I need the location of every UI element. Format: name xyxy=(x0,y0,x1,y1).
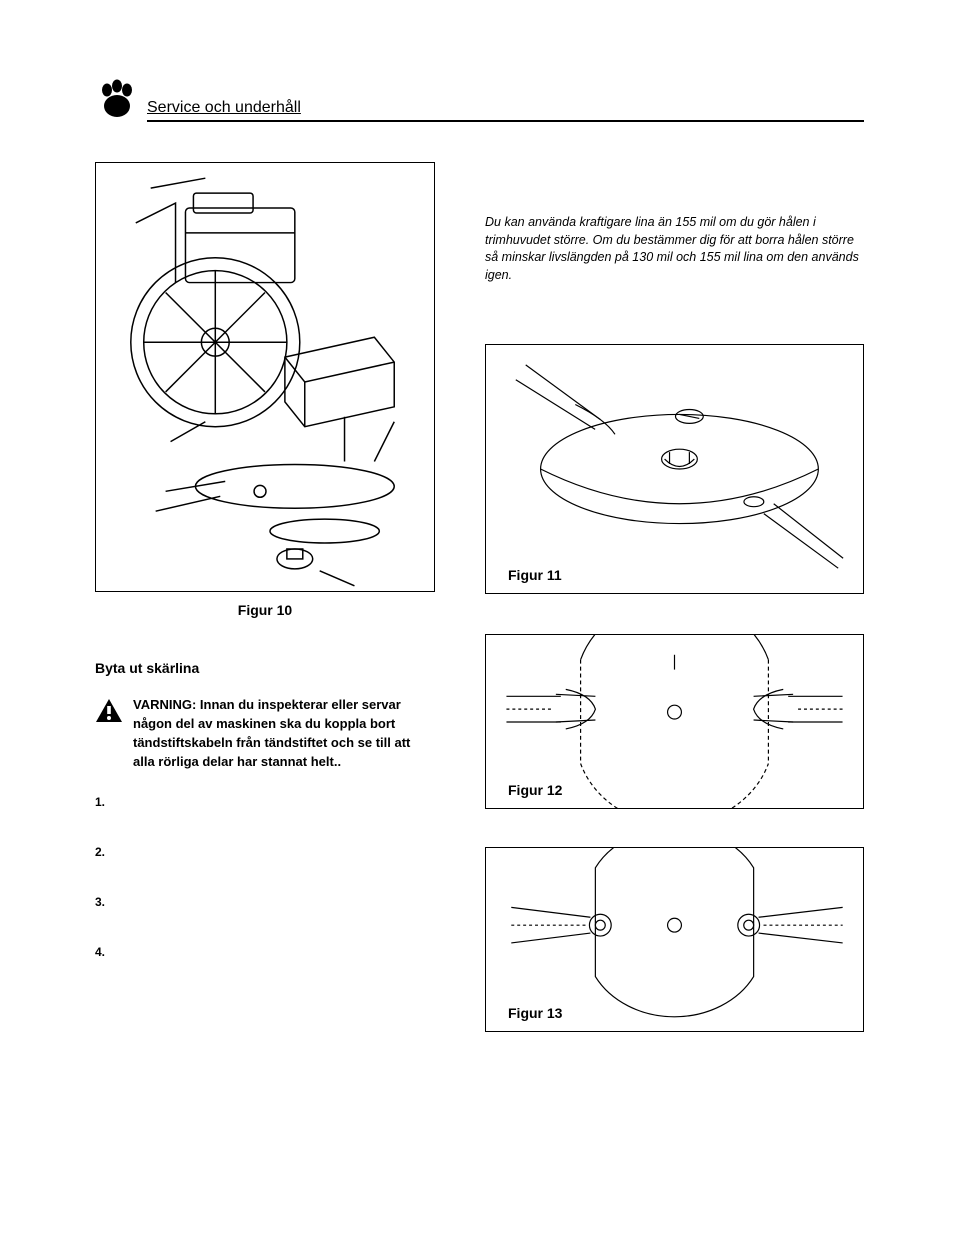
figure-10 xyxy=(95,162,435,592)
warning-block: VARNING: Innan du inspekterar eller serv… xyxy=(95,696,435,771)
page-root: Service och underhåll xyxy=(0,0,954,1235)
fig10-drawing xyxy=(96,163,434,591)
right-column: Du kan använda kraftigare lina än 155 mi… xyxy=(485,162,864,1032)
fig11-drawing xyxy=(486,345,863,593)
fig10-caption: Figur 10 xyxy=(95,602,435,618)
warning-text: VARNING: Innan du inspekterar eller serv… xyxy=(133,696,435,771)
fig13-caption: Figur 13 xyxy=(508,1005,562,1021)
section-title-wrap: Service och underhåll xyxy=(147,99,864,122)
list-item: 1. xyxy=(95,795,435,809)
figure-12: Figur 12 xyxy=(485,634,864,809)
fig12-caption: Figur 12 xyxy=(508,782,562,798)
section-title: Service och underhåll xyxy=(147,99,301,116)
figure-13: Figur 13 xyxy=(485,847,864,1032)
paw-icon xyxy=(95,78,139,122)
list-item: 4. xyxy=(95,945,435,959)
list-item: 2. xyxy=(95,845,435,859)
fig11-caption: Figur 11 xyxy=(508,567,562,583)
columns: Figur 10 Byta ut skärlina VARNING: Innan… xyxy=(95,162,864,1032)
figure-11: Figur 11 xyxy=(485,344,864,594)
italic-note: Du kan använda kraftigare lina än 155 mi… xyxy=(485,214,864,284)
warning-icon xyxy=(95,698,123,724)
fig13-drawing xyxy=(486,848,863,1031)
numbered-list: 1. 2. 3. 4. xyxy=(95,795,435,959)
header: Service och underhåll xyxy=(95,78,864,122)
left-column: Figur 10 Byta ut skärlina VARNING: Innan… xyxy=(95,162,435,1032)
subheading: Byta ut skärlina xyxy=(95,660,435,676)
list-item: 3. xyxy=(95,895,435,909)
